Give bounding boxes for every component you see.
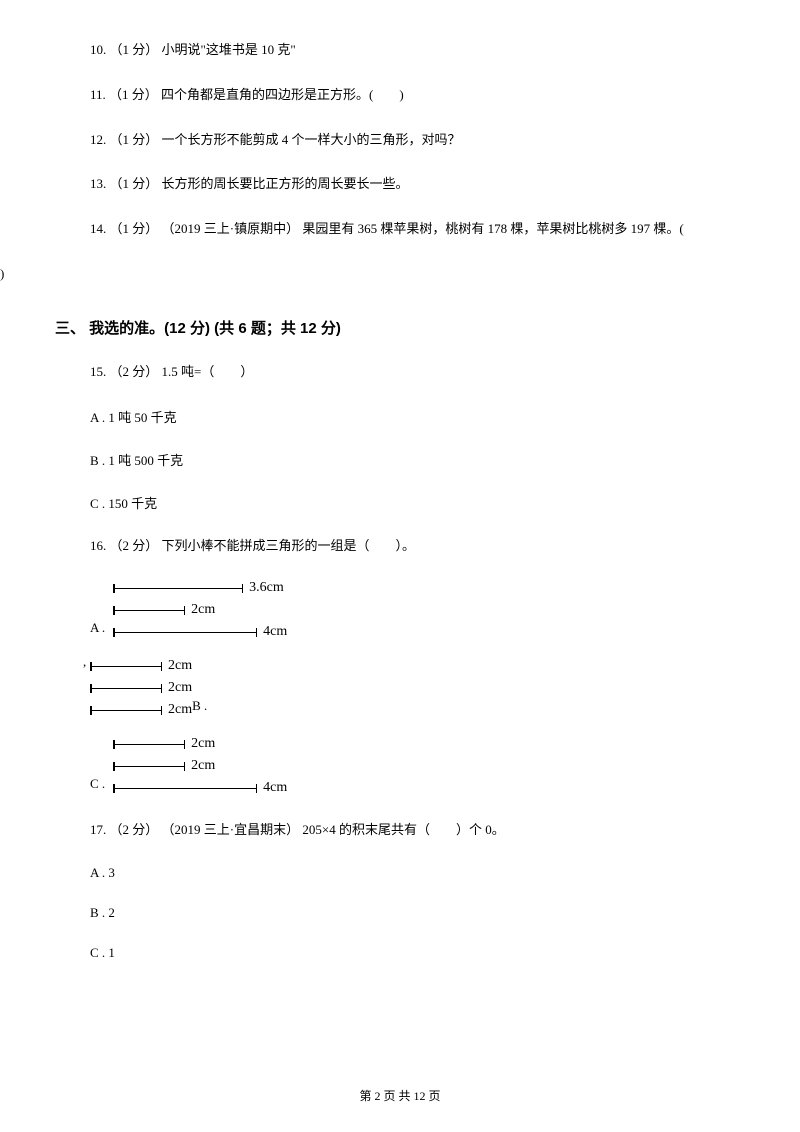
stick-row: 2cm xyxy=(90,658,192,674)
question-16: 16. （2 分） 下列小棒不能拼成三角形的一组是（ ）。 xyxy=(55,536,745,557)
question-text: 1.5 吨=（ ） xyxy=(162,364,254,379)
option-label: B . xyxy=(192,698,207,718)
question-points: （2 分） xyxy=(110,364,159,379)
stick-label: 2cm xyxy=(168,680,192,696)
question-text: 四个角都是直角的四边形是正方形。( ) xyxy=(161,87,404,102)
q17-option-b: B . 2 xyxy=(55,905,745,921)
q17-option-c: C . 1 xyxy=(55,945,745,961)
section-3-header: 三、 我选的准。(12 分) (共 6 题；共 12 分) xyxy=(55,317,745,338)
stick-label: 2cm xyxy=(191,758,215,774)
question-source: （2019 三上·宜昌期末） xyxy=(162,822,300,837)
stick-icon xyxy=(113,744,185,746)
question-points: （1 分） xyxy=(110,221,159,236)
stick-label: 3.6cm xyxy=(249,580,284,596)
question-number: 14. xyxy=(90,221,106,236)
stick-icon xyxy=(113,588,243,590)
question-11: 11. （1 分） 四个角都是直角的四边形是正方形。( ) xyxy=(55,85,745,106)
question-text: 205×4 的积末尾共有（ ）个 0。 xyxy=(302,822,504,837)
question-text: 小明说"这堆书是 10 克" xyxy=(162,42,296,57)
stick-icon xyxy=(90,688,162,690)
stick-row: 2cm xyxy=(90,680,192,696)
stick-row: 3.6cm xyxy=(113,580,287,596)
q15-option-b: B . 1 吨 500 千克 xyxy=(55,450,745,469)
question-12: 12. （1 分） 一个长方形不能剪成 4 个一样大小的三角形，对吗？ xyxy=(55,130,745,151)
stick-row: 2cm xyxy=(113,736,287,752)
question-text: 下列小棒不能拼成三角形的一组是（ ）。 xyxy=(162,538,416,553)
stick-icon xyxy=(113,610,185,612)
stick-label: 2cm xyxy=(191,736,215,752)
q15-option-a: A . 1 吨 50 千克 xyxy=(55,407,745,426)
stick-label: 2cm xyxy=(191,602,215,618)
closing-paren: ) xyxy=(0,266,4,281)
question-15: 15. （2 分） 1.5 吨=（ ） xyxy=(55,362,745,383)
question-number: 16. xyxy=(90,538,106,553)
question-14: 14. （1 分） （2019 三上·镇原期中） 果园里有 365 棵苹果树，桃… xyxy=(55,219,745,240)
question-13: 13. （1 分） 长方形的周长要比正方形的周长要长一些。 xyxy=(55,174,745,195)
stick-diagram-c: 2cm 2cm 4cm xyxy=(113,736,287,796)
q16-option-b: , B . 2cm 2cm 2cm xyxy=(55,658,745,718)
stick-row: 2cm xyxy=(90,702,192,718)
question-points: （2 分） xyxy=(110,822,159,837)
question-points: （1 分） xyxy=(110,132,159,147)
option-label: C . xyxy=(90,776,105,796)
q16-option-a: A . 3.6cm 2cm 4cm xyxy=(55,580,745,640)
question-10: 10. （1 分） 小明说"这堆书是 10 克" xyxy=(55,40,745,61)
stick-row: 2cm xyxy=(113,602,287,618)
question-number: 13. xyxy=(90,176,106,191)
question-points: （2 分） xyxy=(110,538,159,553)
stick-diagram-b: 2cm 2cm 2cm xyxy=(90,658,192,718)
option-label: A . xyxy=(90,620,105,640)
question-source: （2019 三上·镇原期中） xyxy=(162,221,300,236)
stick-icon xyxy=(90,666,162,668)
question-17: 17. （2 分） （2019 三上·宜昌期末） 205×4 的积末尾共有（ ）… xyxy=(55,820,745,841)
stick-diagram-a: 3.6cm 2cm 4cm xyxy=(113,580,287,640)
question-text: 长方形的周长要比正方形的周长要长一些。 xyxy=(162,176,409,191)
question-text: 果园里有 365 棵苹果树，桃树有 178 棵，苹果树比桃树多 197 棵。( xyxy=(302,221,683,236)
question-number: 15. xyxy=(90,364,106,379)
page-footer: 第 2 页 共 12 页 xyxy=(0,1087,800,1104)
stick-row: 4cm xyxy=(113,624,287,640)
stick-row: 4cm xyxy=(113,780,287,796)
q17-option-a: A . 3 xyxy=(55,865,745,881)
stick-row: 2cm xyxy=(113,758,287,774)
stick-icon xyxy=(90,710,162,712)
q16-option-c: C . 2cm 2cm 4cm xyxy=(55,736,745,796)
question-points: （1 分） xyxy=(110,176,159,191)
question-number: 11. xyxy=(90,87,106,102)
stick-icon xyxy=(113,632,257,634)
stick-label: 2cm xyxy=(168,658,192,674)
question-number: 10. xyxy=(90,42,106,57)
stick-label: 4cm xyxy=(263,624,287,640)
q15-option-c: C . 150 千克 xyxy=(55,493,745,512)
stick-label: 2cm xyxy=(168,702,192,718)
question-points: （1 分） xyxy=(110,42,159,57)
stick-icon xyxy=(113,766,185,768)
question-text: 一个长方形不能剪成 4 个一样大小的三角形，对吗？ xyxy=(162,132,461,147)
dot-marker: , xyxy=(83,654,86,674)
stick-icon xyxy=(113,788,257,790)
question-points: （1 分） xyxy=(109,87,158,102)
question-number: 17. xyxy=(90,822,106,837)
question-number: 12. xyxy=(90,132,106,147)
question-14-closing: ) xyxy=(0,264,745,285)
stick-label: 4cm xyxy=(263,780,287,796)
